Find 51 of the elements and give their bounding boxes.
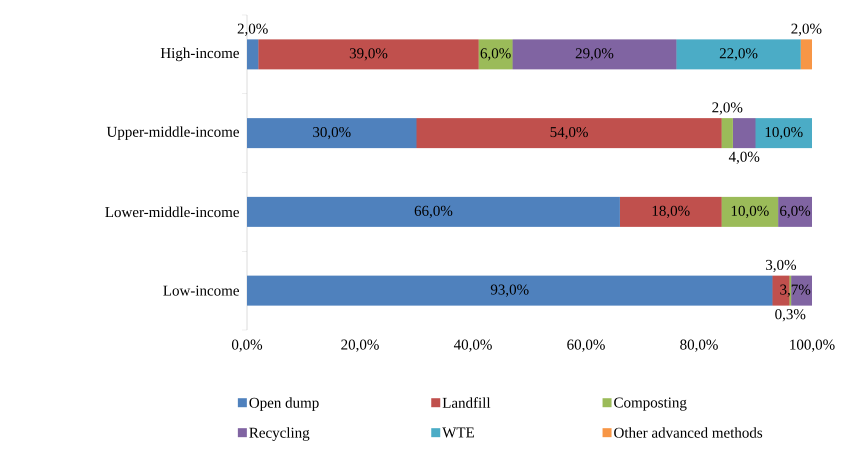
data-label: 29,0% [576, 48, 614, 61]
data-label: 6,0% [780, 206, 810, 218]
x-tick-label: 0,0% [232, 340, 262, 352]
bar [778, 196, 812, 227]
bar [247, 39, 258, 70]
y-tick-label: Upper-middle-income [106, 126, 239, 140]
data-label: 30,0% [313, 126, 351, 140]
bar [722, 196, 778, 227]
bar [676, 39, 801, 70]
bar [512, 39, 676, 70]
legend-label: Other advanced methods [614, 427, 762, 438]
data-label: 3,0% [766, 260, 796, 272]
bar [756, 118, 812, 148]
x-tick-label: 20,0% [341, 340, 379, 352]
legend-label: Landfill [442, 397, 490, 408]
bar [478, 39, 513, 70]
data-label: 18,0% [652, 206, 690, 218]
data-label: 22,0% [720, 48, 758, 61]
legend-label: WTE [442, 428, 474, 438]
y-tick-label: Low-income [163, 286, 239, 296]
x-tick-label: 80,0% [680, 340, 718, 352]
data-label: 2,0% [712, 102, 742, 115]
data-label: 2,0% [238, 24, 268, 36]
legend-label: Recycling [249, 427, 310, 441]
y-tick-label: High-income [160, 48, 239, 62]
bar [416, 118, 722, 148]
data-label: 10,0% [766, 126, 803, 140]
x-tick-label: 40,0% [454, 340, 492, 352]
data-label: 2,0% [791, 24, 822, 36]
x-tick-label: 100,0% [790, 340, 835, 352]
bar [247, 196, 620, 227]
bar [800, 39, 812, 70]
data-label: 3,7% [780, 284, 810, 297]
legend-label: Open dump [249, 397, 319, 411]
data-label: 6,0% [480, 48, 511, 61]
bar [732, 118, 756, 148]
y-tick-label: Lower-middle-income [105, 206, 239, 218]
bar [722, 118, 733, 148]
data-label: 4,0% [728, 152, 760, 164]
bar [620, 196, 722, 227]
bar [258, 39, 479, 70]
data-label: 10,0% [732, 206, 769, 218]
x-tick-label: 60,0% [567, 340, 605, 352]
bar [247, 276, 772, 306]
legend-label: Composting [614, 397, 687, 411]
data-label: 0,3% [775, 309, 806, 322]
bar [247, 118, 417, 148]
data-label: 54,0% [550, 126, 588, 140]
data-label: 93,0% [490, 284, 529, 297]
data-label: 39,0% [350, 48, 388, 61]
data-label: 66,0% [414, 206, 452, 218]
